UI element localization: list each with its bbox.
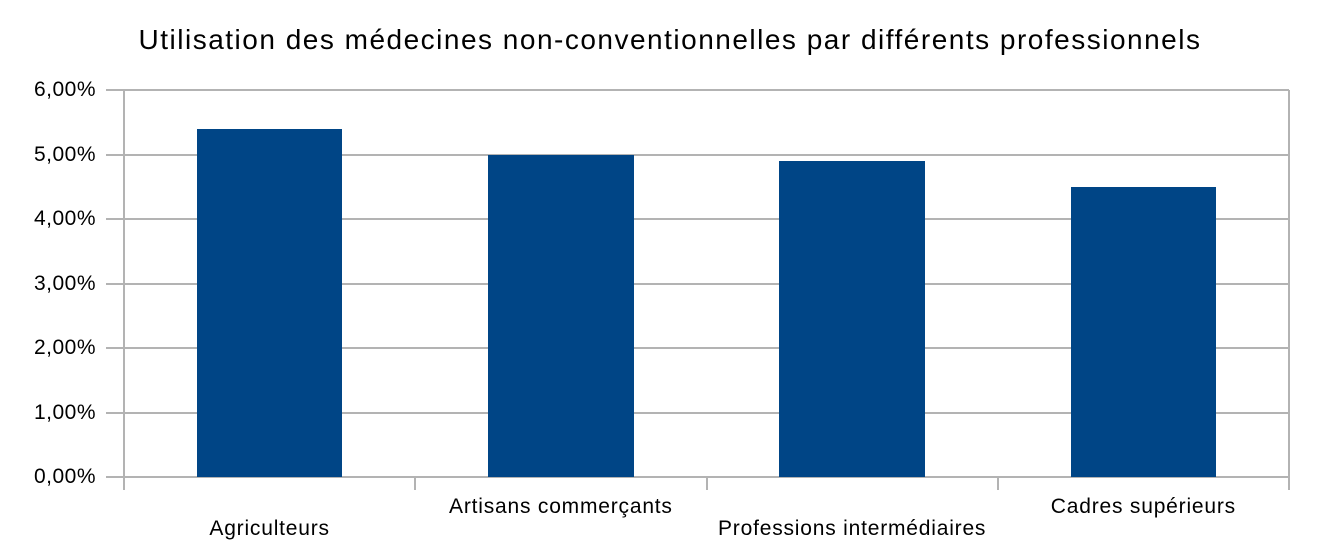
y-axis-tick-label: 4,00% (33, 207, 96, 230)
x-axis-tick (996, 477, 999, 490)
y-axis-tick-label: 3,00% (33, 271, 96, 295)
y-gridline (106, 476, 1289, 478)
bar-agriculteurs (196, 128, 343, 477)
plot-area: 0,00% 1,00% 2,00% 3,00% 4,00% 5,00% 6,00% Agric… (34, 78, 1290, 540)
x-axis-label-4: Cadres supérieurs (1050, 495, 1236, 518)
y-axis-tick-label: 0,00% (33, 465, 96, 488)
x-axis-tick (414, 477, 417, 490)
y-axis-tick-label: 1,00% (33, 400, 96, 424)
y-gridline (106, 218, 1289, 220)
bar-professions-intermediaires (779, 160, 925, 477)
x-axis-label-1: Agriculteurs (209, 517, 330, 540)
y-gridline (106, 153, 1289, 156)
chart-title: Utilisation des médecines non-convention… (138, 24, 1202, 55)
y-axis-line (123, 90, 125, 490)
x-axis-tick (705, 477, 708, 490)
bar-cadres-superieurs (1070, 186, 1217, 477)
y-axis-tick-label: 5,00% (33, 142, 96, 166)
y-gridline (106, 411, 1289, 414)
y-axis-tick-label: 2,00% (33, 336, 96, 359)
x-axis-label-3: Professions intermédiaires (718, 517, 987, 540)
y-gridline (106, 347, 1289, 349)
y-gridline (106, 89, 1289, 91)
y-gridline (106, 282, 1289, 285)
plot-right-border (1288, 90, 1290, 490)
x-axis-label-2: Artisans commerçants (449, 495, 673, 518)
bar-artisans-commercants (488, 154, 634, 477)
y-axis-tick-label: 6,00% (33, 78, 96, 101)
